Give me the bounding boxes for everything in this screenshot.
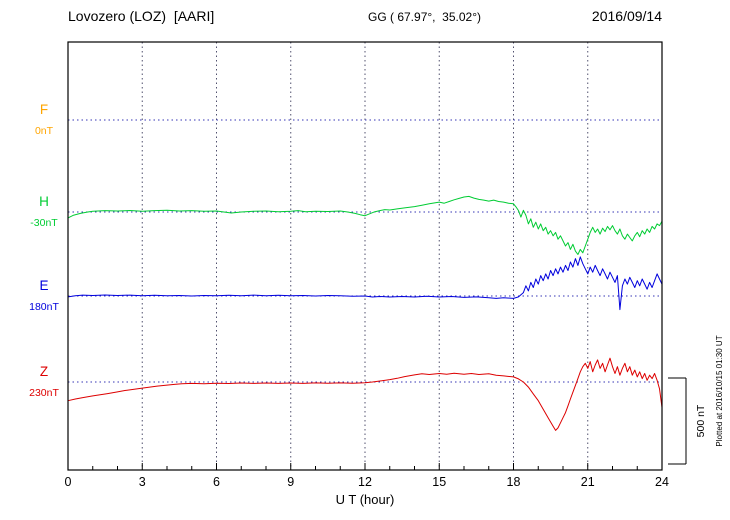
x-tick-label: 3 [139,475,146,489]
baseline-value-H: -30nT [30,217,58,229]
x-axis-label: U T (hour) [335,492,395,507]
x-tick-label: 0 [65,475,72,489]
baseline-value-Z: 230nT [29,387,59,399]
trace-E [67,256,663,311]
vertical-gridlines [141,42,589,470]
scale-bar [668,377,687,465]
component-label-E: E [39,278,48,293]
x-tick-label: 24 [655,475,669,489]
trace-H [67,195,663,255]
component-label-Z: Z [40,364,48,379]
x-tick-label: 15 [432,475,446,489]
x-tick-label: 12 [358,475,372,489]
x-tick-label: 21 [581,475,595,489]
plot-date: 2016/09/14 [591,8,662,24]
baseline-value-F: 0nT [35,125,54,137]
x-axis-ticks: 0 3 6 9 12 15 18 21 24 [65,463,669,489]
x-tick-label: 9 [287,475,294,489]
x-tick-label: 18 [507,475,521,489]
x-tick-label: 6 [213,475,220,489]
geographic-coordinates: GG ( 67.97°, 35.02°) [368,10,481,24]
trace-Z [67,357,663,431]
component-label-F: F [40,102,48,117]
baseline-value-E: 180nT [29,301,59,313]
plotted-at-note: Plotted at 2016/10/15 01:30 UT [715,335,724,447]
station-title: Lovozero (LOZ) [AARI] [68,8,215,24]
scale-bar-label: 500 nT [695,404,707,438]
component-labels: F 0nT H -30nT E 180nT Z 230nT [29,102,59,399]
component-label-H: H [39,194,49,209]
